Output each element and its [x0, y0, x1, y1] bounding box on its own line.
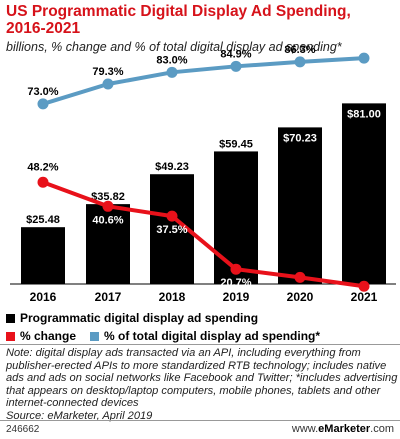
share-label-2018: 83.0% — [156, 54, 187, 66]
source-text: Source: eMarketer, April 2019 — [6, 409, 153, 422]
legend-item-spending: Programmatic digital display ad spending — [6, 311, 258, 325]
share-point-2017 — [102, 78, 114, 90]
change-label-2018: 37.5% — [156, 224, 187, 236]
bar-label-2020: $70.23 — [283, 132, 317, 144]
share-label-2019: 84.9% — [220, 48, 251, 60]
change-point-2018 — [166, 210, 178, 222]
legend-row-2: % change % of total digital display ad s… — [6, 328, 398, 344]
bar-label-2017: $35.82 — [91, 191, 125, 203]
change-line — [41, 180, 366, 289]
chart-note: Note: digital display ads transacted via… — [6, 347, 398, 423]
legend-label-share: % of total digital display ad spending* — [104, 329, 321, 343]
note-text: Note: digital display ads transacted via… — [6, 347, 398, 410]
share-label-2021: 87.5% — [348, 66, 379, 78]
bar-2016 — [21, 227, 65, 284]
share-point-2019 — [230, 60, 242, 72]
share-label-2017: 79.3% — [92, 66, 123, 78]
share-label-2016: 73.0% — [27, 86, 58, 98]
change-label-2017: 40.6% — [92, 214, 123, 226]
x-tick-2018: 2018 — [159, 290, 186, 304]
legend-label-change: % change — [20, 329, 77, 343]
share-point-2020 — [294, 56, 306, 68]
brand-prefix: www. — [291, 423, 319, 435]
note-divider — [0, 344, 400, 345]
legend-row-1: Programmatic digital display ad spending — [6, 310, 398, 326]
share-point-2016 — [37, 98, 49, 110]
chart-title: US Programmatic Digital Display Ad Spend… — [6, 3, 351, 37]
change-label-2020: 18.1% — [284, 285, 315, 297]
legend-swatch-share — [90, 331, 100, 341]
bar-2017 — [86, 204, 130, 284]
share-point-2021 — [358, 52, 370, 64]
change-label-2021: 15.3% — [348, 294, 379, 306]
x-tick-2019: 2019 — [223, 290, 250, 304]
share-label-2020: 86.3% — [284, 44, 315, 56]
legend-swatch-change — [6, 331, 15, 341]
x-tick-2020: 2020 — [287, 290, 314, 304]
chart-id: 246662 — [6, 424, 40, 435]
bar-label-2016: $25.48 — [26, 214, 60, 226]
bar-label-2019: $59.45 — [219, 138, 253, 150]
x-tick-2016: 2016 — [30, 290, 57, 304]
bar-2021 — [342, 103, 386, 285]
change-point-2020 — [294, 271, 306, 283]
legend-item-share: % of total digital display ad spending* — [90, 329, 320, 343]
brand-name: eMarketer — [318, 423, 371, 435]
change-label-2019: 20.7% — [220, 277, 251, 289]
change-point-2019 — [230, 263, 242, 275]
chart-subtitle: billions, % change and % of total digita… — [6, 40, 342, 54]
bar-label-2021: $81.00 — [347, 108, 381, 120]
legend-swatch-spending — [6, 313, 15, 323]
change-label-2016: 48.2% — [27, 161, 58, 173]
change-point-2021 — [358, 280, 370, 292]
chart-plot: $25.48 $35.82 $49.23 $59.45 $70.23 $81.00 73.0… — [10, 43, 396, 306]
footer-divider — [0, 420, 400, 421]
bar-2020 — [278, 127, 322, 284]
share-line — [41, 56, 366, 106]
chart-legend: Programmatic digital display ad spending… — [6, 310, 398, 346]
x-tick-2021: 2021 — [351, 290, 378, 304]
bar-2019 — [214, 151, 258, 284]
change-point-2016 — [37, 176, 49, 188]
legend-item-change: % change — [6, 329, 76, 343]
legend-label-spending: Programmatic digital display ad spending — [20, 311, 259, 325]
brand-logo: www.eMarketer.com — [292, 423, 394, 435]
brand-suffix: .com — [370, 423, 394, 435]
share-point-2018 — [166, 66, 178, 78]
change-point-2017 — [102, 200, 114, 212]
x-tick-2017: 2017 — [95, 290, 122, 304]
bar-label-2018: $49.23 — [155, 161, 189, 173]
